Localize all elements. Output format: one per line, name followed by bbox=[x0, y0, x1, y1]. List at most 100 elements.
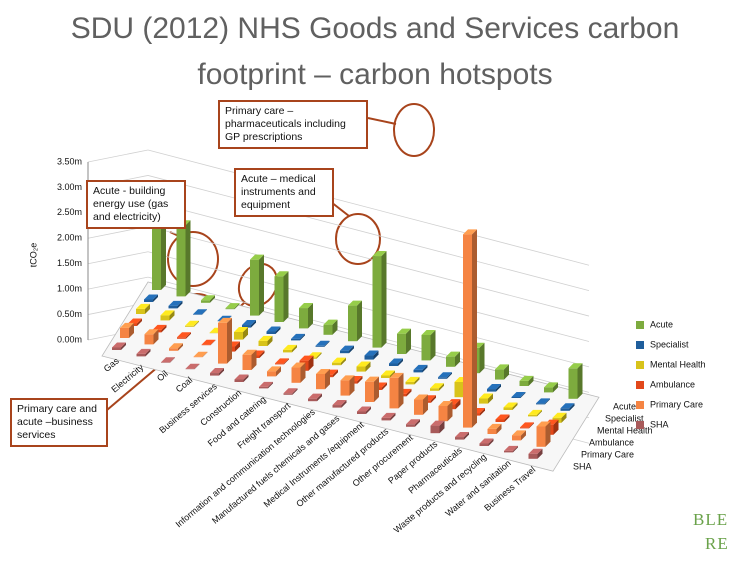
bar-front bbox=[454, 381, 464, 398]
bar-front bbox=[283, 393, 293, 395]
bar-front bbox=[266, 331, 276, 334]
bar-side bbox=[259, 254, 264, 316]
grid-line bbox=[147, 251, 590, 368]
bar-side bbox=[365, 361, 371, 372]
bar-front bbox=[405, 381, 415, 385]
bar bbox=[120, 322, 134, 338]
bar-top bbox=[495, 364, 509, 370]
bar-top bbox=[315, 340, 330, 346]
bar-front bbox=[430, 388, 439, 391]
bar bbox=[225, 303, 240, 310]
bar-front bbox=[275, 363, 284, 365]
legend-swatch bbox=[636, 321, 644, 329]
bar-top bbox=[372, 251, 387, 257]
bar-top bbox=[463, 229, 477, 235]
bar-front bbox=[274, 276, 284, 322]
bar-top bbox=[193, 351, 208, 357]
bar-top bbox=[413, 364, 428, 370]
bar-side bbox=[406, 328, 411, 354]
bar-top bbox=[201, 295, 215, 301]
bar-front bbox=[308, 398, 317, 402]
bar bbox=[308, 393, 322, 402]
bar bbox=[234, 326, 248, 340]
bar-front bbox=[332, 362, 341, 366]
bar bbox=[176, 220, 191, 297]
bar-top bbox=[316, 368, 330, 374]
bar-front bbox=[176, 225, 186, 297]
bar-front bbox=[259, 386, 268, 389]
bar bbox=[283, 344, 297, 353]
bar-side bbox=[177, 300, 183, 309]
legend-label: Mental Health bbox=[650, 359, 706, 369]
bar bbox=[438, 372, 452, 379]
bar-top bbox=[161, 357, 175, 363]
bar-front bbox=[487, 428, 497, 434]
bar bbox=[495, 364, 509, 380]
bar-side bbox=[521, 430, 526, 441]
bar-side bbox=[382, 382, 387, 390]
bar-side bbox=[137, 318, 142, 326]
bar-side bbox=[577, 363, 583, 399]
bar-front bbox=[144, 299, 153, 302]
bar-side bbox=[529, 422, 534, 429]
grid-line bbox=[147, 175, 590, 292]
bar-side bbox=[308, 303, 313, 329]
bar bbox=[568, 363, 583, 399]
grid-line bbox=[147, 225, 590, 342]
bar bbox=[397, 328, 411, 354]
bar-top bbox=[479, 393, 493, 399]
bar-front bbox=[520, 427, 529, 429]
bar-top bbox=[356, 361, 371, 367]
bar-front bbox=[234, 331, 243, 340]
bar-side bbox=[415, 419, 420, 427]
bar-side bbox=[373, 350, 379, 360]
bar-top bbox=[201, 339, 216, 345]
bar-front bbox=[455, 437, 464, 440]
bar-side bbox=[333, 369, 338, 378]
bar bbox=[364, 350, 379, 360]
bar bbox=[414, 394, 428, 415]
bar-top bbox=[438, 400, 453, 406]
bar-side bbox=[447, 400, 453, 422]
bar-front bbox=[209, 332, 219, 334]
bar-side bbox=[504, 414, 510, 422]
bar bbox=[389, 358, 403, 366]
bar-side bbox=[332, 319, 338, 335]
bar bbox=[332, 357, 346, 366]
bar-top bbox=[234, 374, 249, 380]
bar-front bbox=[536, 426, 546, 447]
bar-top bbox=[266, 326, 281, 332]
bar bbox=[266, 326, 281, 334]
bar-top bbox=[536, 398, 550, 404]
bar-front bbox=[193, 314, 202, 315]
bar bbox=[275, 358, 289, 365]
bar-side bbox=[398, 358, 403, 366]
bar-top bbox=[185, 320, 199, 326]
bar-front bbox=[356, 366, 366, 372]
bar-front bbox=[201, 344, 211, 346]
bar-front bbox=[152, 223, 161, 290]
bar-side bbox=[235, 341, 240, 352]
bar-side bbox=[194, 363, 200, 370]
bar-front bbox=[438, 405, 448, 422]
bar bbox=[528, 448, 543, 459]
bar bbox=[503, 402, 518, 410]
bar-top bbox=[544, 382, 558, 388]
annotation: Acute – medical instruments and equipmen… bbox=[234, 168, 334, 217]
bar-front bbox=[120, 327, 129, 338]
bar-side bbox=[300, 362, 306, 383]
bar-top bbox=[144, 329, 159, 335]
bar bbox=[340, 375, 355, 396]
bar-front bbox=[512, 435, 521, 441]
bar-top bbox=[568, 363, 583, 369]
bar-side bbox=[153, 294, 158, 302]
bar bbox=[421, 329, 436, 361]
bar-front bbox=[421, 334, 431, 361]
bar-side bbox=[259, 350, 265, 358]
bar-side bbox=[455, 351, 460, 367]
bar bbox=[112, 342, 126, 350]
bar bbox=[356, 361, 371, 372]
bar-side bbox=[422, 364, 428, 373]
